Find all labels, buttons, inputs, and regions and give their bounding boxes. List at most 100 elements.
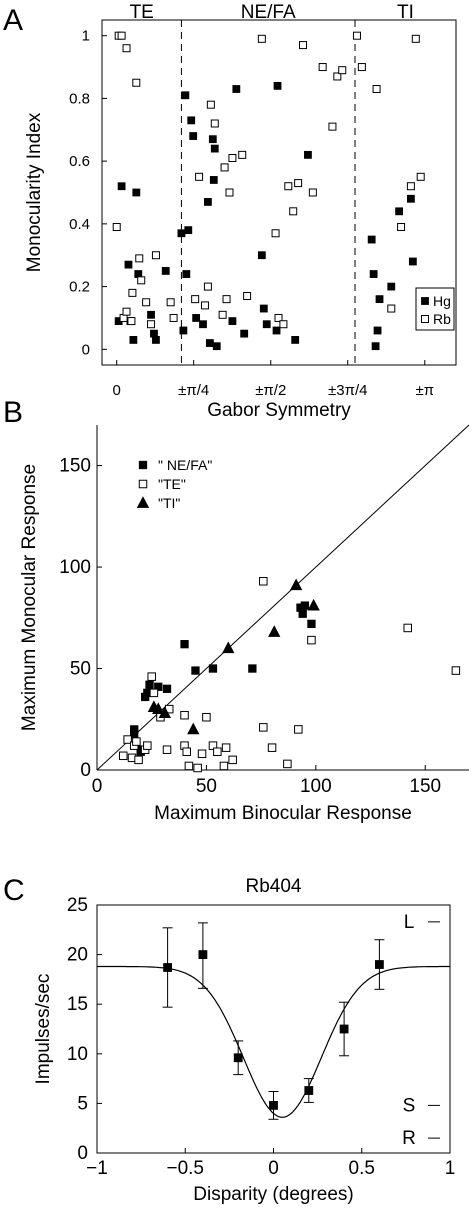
panel-a-x-tick-label: ±π — [416, 382, 435, 399]
panel-a-point-hg — [408, 257, 417, 266]
panel-b-point-te — [182, 747, 191, 756]
panel-b-legend-marker — [138, 460, 148, 470]
panel-a-y-tick-label: 1 — [82, 28, 90, 45]
panel-b-point-nefa — [248, 664, 257, 673]
panel-a-point-hg — [117, 182, 126, 191]
panel-a-point-rb — [284, 182, 293, 191]
panel-a-point-rb — [271, 229, 280, 238]
panel-a-legend-marker — [421, 315, 429, 323]
panel-c-y-tick-label: 25 — [67, 895, 88, 916]
panel-label-b: B — [3, 396, 23, 429]
panel-a-point-rb — [411, 34, 420, 43]
panel-a-y-axis-label: Monocularity Index — [24, 112, 45, 272]
panel-c-x-tick-label: −1 — [86, 1158, 108, 1179]
panel-a-x-axis-label: Gabor Symmetry — [207, 400, 351, 421]
panel-a-y-tick-label: 0.8 — [69, 90, 90, 107]
panel-b-point-ti — [307, 598, 320, 611]
panel-a-chart: 0 0.2 0.4 0.6 0.8 1 0 ±π/4 ±π/2 ±3π/4 ±π TE NE/FA TI H… — [24, 2, 457, 421]
panel-a-point-hg — [395, 207, 404, 216]
panel-b-point-te — [119, 751, 128, 761]
panel-c-point — [269, 1100, 278, 1110]
panel-a-point-rb — [191, 295, 200, 304]
panel-b-y-tick-label: 100 — [59, 557, 91, 578]
panel-b-unity-line — [96, 424, 470, 771]
panel-b-legend-label: "TE" — [158, 476, 186, 492]
panel-a-point-hg — [181, 91, 190, 100]
panel-b-point-te — [267, 743, 277, 752]
panel-b-point-te — [134, 755, 143, 765]
panel-a-point-rb — [195, 172, 204, 181]
panel-a-point-rb — [416, 172, 425, 181]
panel-a-y-tick-label: 0.6 — [69, 153, 90, 170]
panel-a-point-rb — [137, 276, 146, 285]
panel-a-point-hg — [179, 326, 188, 335]
panel-a-point-rb — [338, 66, 347, 75]
panel-a-point-hg — [182, 270, 191, 278]
panel-a-point-hg — [147, 310, 155, 319]
panel-a-point-hg — [262, 320, 271, 329]
panel-b-chart: 0 50 100 150 0 50 100 150 " NE/FA" "TE" "TI" Maximu… — [19, 424, 470, 824]
panel-a-point-rb — [228, 154, 237, 162]
panel-a-point-hg — [273, 81, 282, 90]
panel-b-legend-marker — [138, 479, 148, 489]
panel-b-point-te — [162, 745, 172, 754]
panel-a-region-label: NE/FA — [241, 2, 296, 23]
panel-b-point-te — [451, 666, 461, 675]
panel-a-x-tick-label: ±3π/4 — [328, 382, 367, 399]
panel-a-point-rb — [222, 295, 231, 304]
panel-b-x-tick-label: 0 — [92, 776, 103, 797]
panel-a-point-hg — [209, 176, 218, 184]
panel-a-point-hg — [189, 132, 198, 140]
panel-a-x-tick-label: ±π/4 — [178, 382, 209, 399]
panel-b-point-te — [213, 747, 222, 756]
panel-a-point-rb — [169, 313, 178, 322]
panel-b-point-te — [221, 743, 231, 752]
panel-c-point — [304, 1086, 314, 1095]
panel-a-point-rb — [122, 44, 131, 53]
panel-a-y-tick-label: 0.2 — [69, 279, 90, 296]
panel-a-point-rb — [299, 41, 308, 50]
panel-c-point — [233, 1053, 243, 1063]
panel-a-point-rb — [127, 317, 136, 326]
panel-c-chart: Rb404 0 5 10 15 20 25 −1 −0.5 0 0.5 1 L SR Disparity (… — [33, 876, 455, 1205]
panel-b-point-ti — [187, 722, 200, 735]
panel-a-point-rb — [151, 251, 160, 260]
panel-b-x-axis-label: Maximum Binocular Response — [154, 803, 412, 824]
panel-b-point-te — [184, 761, 194, 771]
panel-a-region-label: TI — [397, 2, 414, 23]
panel-b-point-te — [208, 741, 218, 750]
panel-c-marker-label: R — [402, 1128, 416, 1149]
panel-a-point-rb — [225, 188, 234, 197]
panel-a-point-rb — [357, 63, 366, 72]
panel-a-point-rb — [203, 282, 212, 291]
panel-a-point-rb — [318, 63, 327, 72]
panel-b-point-te — [147, 672, 156, 681]
panel-a-point-hg — [257, 251, 266, 260]
panel-a-point-rb — [122, 307, 131, 316]
panel-a-point-hg — [187, 116, 196, 125]
panel-a-point-rb — [308, 188, 317, 197]
panel-c-point — [339, 1024, 349, 1034]
panel-b-legend-label: "TI" — [158, 495, 180, 511]
panel-a-point-hg — [375, 295, 384, 304]
panel-a-point-hg — [124, 260, 133, 269]
panel-c-x-tick-label: 0.5 — [349, 1158, 375, 1179]
panel-a-point-hg — [184, 226, 193, 235]
panel-b-point-ti — [158, 706, 171, 719]
panel-c-point — [198, 950, 208, 959]
panel-a-point-hg — [240, 329, 249, 338]
panel-c-y-tick-label: 5 — [77, 1093, 88, 1114]
panel-c-y-tick-label: 0 — [77, 1143, 88, 1164]
panel-a-point-rb — [147, 320, 156, 329]
panel-b-point-ti — [222, 641, 235, 654]
panel-a-point-rb — [333, 72, 342, 81]
panel-b-point-te — [307, 635, 316, 645]
panel-a-point-rb — [397, 223, 406, 231]
panel-b-point-nefa — [208, 664, 218, 673]
panel-c-y-tick-label: 15 — [67, 994, 88, 1015]
panel-b-point-nefa — [180, 640, 189, 649]
panel-a-y-tick-label: 0 — [82, 341, 90, 358]
panel-b-y-tick-label: 150 — [59, 456, 91, 477]
panel-a-point-hg — [304, 150, 312, 159]
